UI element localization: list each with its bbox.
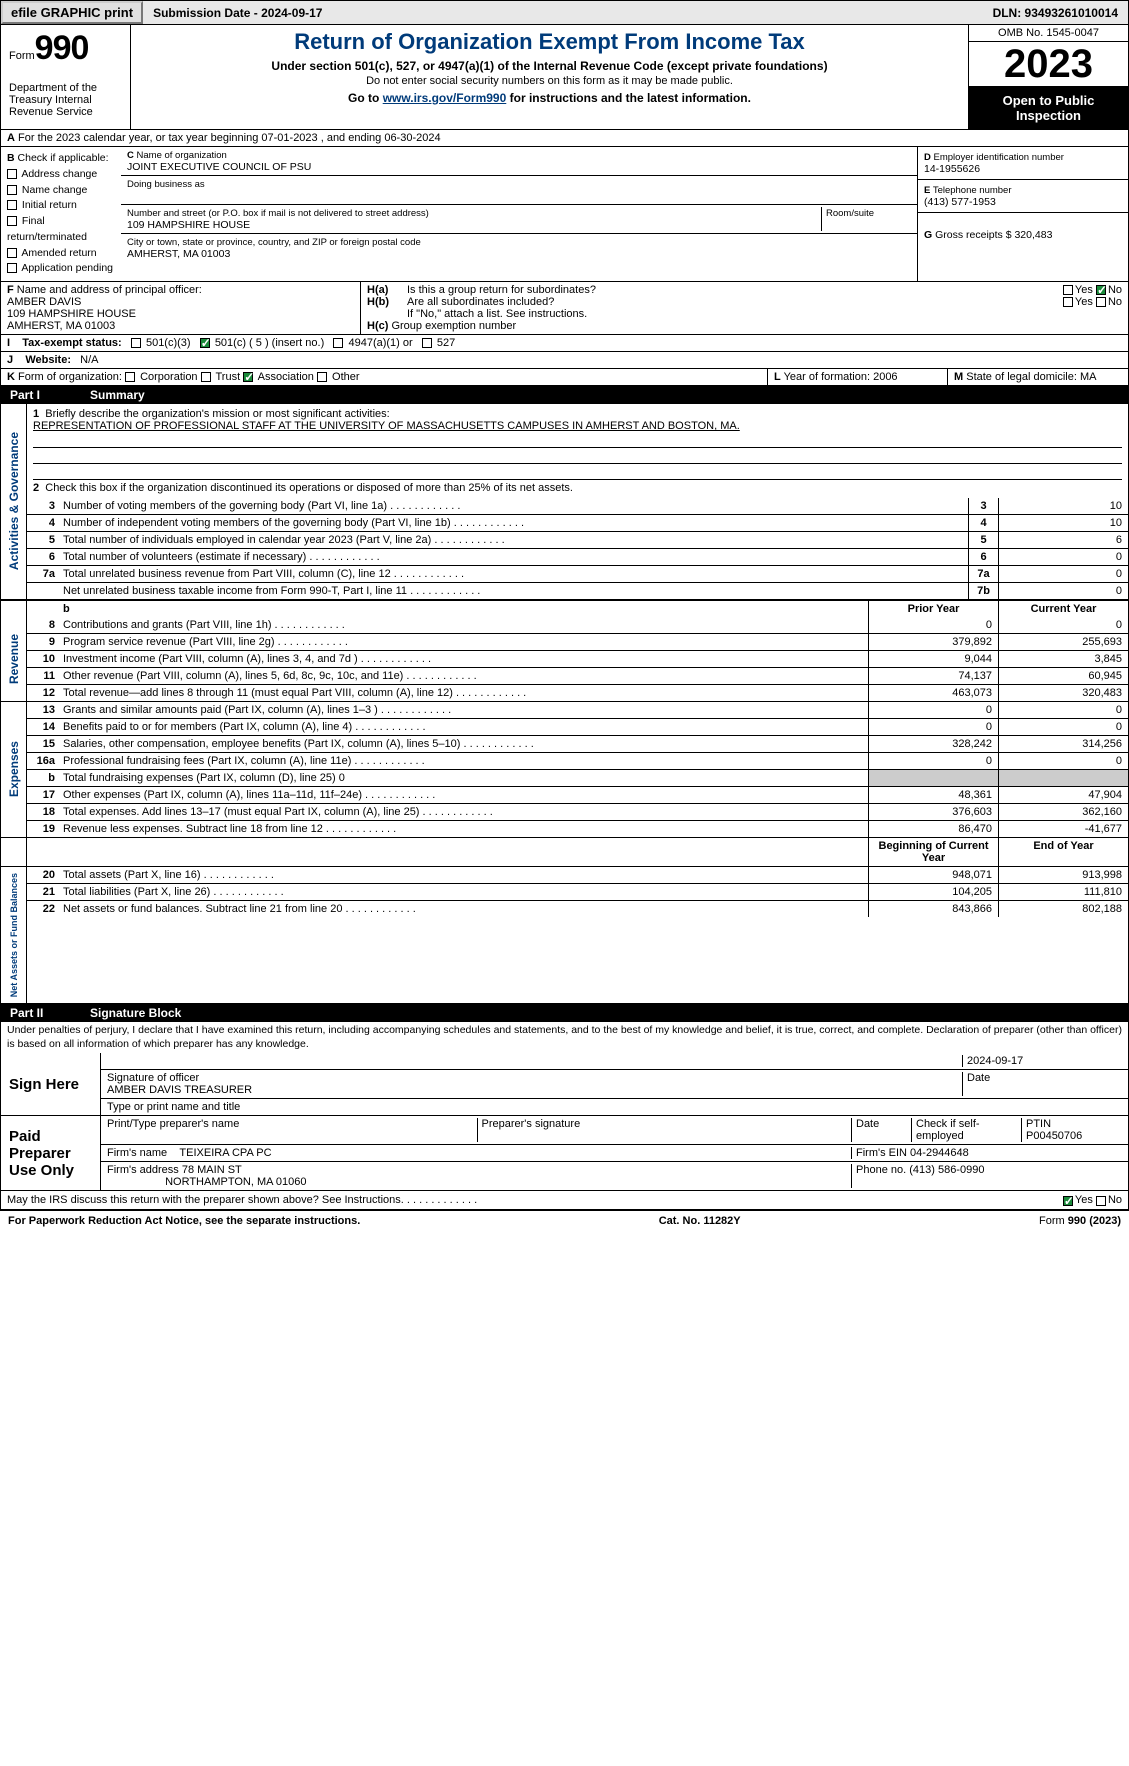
vtab-net: Net Assets or Fund Balances xyxy=(7,867,21,1003)
dept-label: Department of the Treasury Internal Reve… xyxy=(9,82,122,118)
tax-year: 2023 xyxy=(969,42,1128,87)
footer: For Paperwork Reduction Act Notice, see … xyxy=(0,1210,1129,1231)
vtab-expenses: Expenses xyxy=(5,735,23,803)
part-2-bar: Part IISignature Block xyxy=(0,1004,1129,1022)
submission-date: Submission Date - 2024-09-17 xyxy=(143,4,332,22)
officer-name: AMBER DAVIS xyxy=(7,296,81,308)
open-inspection: Open to Public Inspection xyxy=(969,87,1128,129)
vtab-governance: Activities & Governance xyxy=(5,426,23,576)
line-a: For the 2023 calendar year, or tax year … xyxy=(18,132,441,144)
firm-ein: 04-2944648 xyxy=(910,1147,969,1159)
ptin: P00450706 xyxy=(1026,1130,1082,1142)
omb: OMB No. 1545-0047 xyxy=(969,25,1128,42)
form-header: Form990 Department of the Treasury Inter… xyxy=(0,25,1129,129)
paid-preparer-label: Paid Preparer Use Only xyxy=(1,1116,101,1190)
form-label: Form xyxy=(9,50,35,62)
firm-address: 78 MAIN ST xyxy=(182,1164,242,1176)
sign-here-label: Sign Here xyxy=(1,1053,101,1115)
gross-receipts: 320,483 xyxy=(1014,229,1052,241)
part-1-bar: Part ISummary xyxy=(0,386,1129,404)
phone: (413) 577-1953 xyxy=(924,196,996,208)
firm-phone: (413) 586-0990 xyxy=(909,1164,984,1176)
box-b: B Check if applicable: Address change Na… xyxy=(1,147,121,281)
vtab-revenue: Revenue xyxy=(5,628,23,690)
signer-name: AMBER DAVIS TREASURER xyxy=(107,1084,252,1096)
form-subtitle-2: Do not enter social security numbers on … xyxy=(139,75,960,87)
firm-name: TEIXEIRA CPA PC xyxy=(179,1147,271,1159)
efile-print-button[interactable]: efile GRAPHIC print xyxy=(1,1,143,24)
org-city: AMHERST, MA 01003 xyxy=(127,248,230,260)
mission: REPRESENTATION OF PROFESSIONAL STAFF AT … xyxy=(33,420,740,432)
top-bar: efile GRAPHIC print Submission Date - 20… xyxy=(0,0,1129,25)
form-subtitle-1: Under section 501(c), 527, or 4947(a)(1)… xyxy=(139,59,960,73)
org-address: 109 HAMPSHIRE HOUSE xyxy=(127,219,250,231)
dln: DLN: 93493261010014 xyxy=(983,4,1128,22)
form-title: Return of Organization Exempt From Incom… xyxy=(139,29,960,55)
perjury-declaration: Under penalties of perjury, I declare th… xyxy=(0,1022,1129,1053)
form-number: 990 xyxy=(35,29,89,67)
org-name: JOINT EXECUTIVE COUNCIL OF PSU xyxy=(127,161,311,173)
identity-block: B Check if applicable: Address change Na… xyxy=(0,147,1129,282)
irs-link[interactable]: www.irs.gov/Form990 xyxy=(383,91,507,105)
website: N/A xyxy=(80,354,98,366)
ein: 14-1955626 xyxy=(924,163,980,175)
sign-date: 2024-09-17 xyxy=(962,1055,1122,1067)
form-subtitle-3: Go to www.irs.gov/Form990 for instructio… xyxy=(139,91,960,105)
